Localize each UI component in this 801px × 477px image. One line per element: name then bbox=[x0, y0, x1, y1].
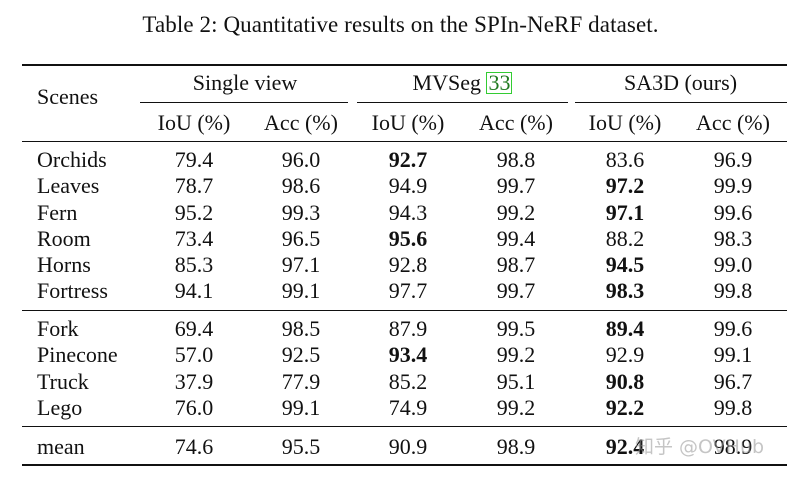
value-cell: 57.0 bbox=[174, 342, 214, 367]
value-cell: 98.5 bbox=[281, 316, 321, 341]
scene-name: Room bbox=[37, 226, 91, 251]
value-cell: 98.6 bbox=[281, 173, 321, 198]
group-header-single-view: Single view bbox=[192, 70, 298, 95]
header-rule bbox=[22, 141, 787, 142]
value-cell: 90.9 bbox=[388, 434, 428, 459]
value-cell: 85.3 bbox=[174, 252, 214, 277]
value-cell: 37.9 bbox=[174, 369, 214, 394]
value-cell: 99.8 bbox=[713, 278, 753, 303]
value-cell: 74.9 bbox=[388, 395, 428, 420]
scene-name: Orchids bbox=[37, 147, 107, 172]
group-divider-rule bbox=[22, 310, 787, 311]
scene-name: Lego bbox=[37, 395, 83, 420]
group-rule-mvseg bbox=[357, 102, 568, 103]
value-cell: 94.9 bbox=[388, 173, 428, 198]
value-cell: 94.3 bbox=[388, 200, 428, 225]
value-cell: 92.8 bbox=[388, 252, 428, 277]
value-cell: 98.9 bbox=[496, 434, 536, 459]
value-cell: 95.2 bbox=[174, 200, 214, 225]
value-cell: 92.5 bbox=[281, 342, 321, 367]
value-cell: 92.7 bbox=[388, 147, 428, 172]
value-cell: 99.6 bbox=[713, 316, 753, 341]
value-cell: 76.0 bbox=[174, 395, 214, 420]
value-cell: 98.8 bbox=[496, 147, 536, 172]
value-cell: 92.2 bbox=[605, 395, 645, 420]
value-cell: 96.5 bbox=[281, 226, 321, 251]
value-cell: 97.1 bbox=[605, 200, 645, 225]
scene-name: Truck bbox=[37, 369, 89, 394]
value-cell: 73.4 bbox=[174, 226, 214, 251]
group-header-sa3d: SA3D (ours) bbox=[623, 70, 738, 95]
value-cell: 97.2 bbox=[605, 173, 645, 198]
value-cell: 98.3 bbox=[713, 226, 753, 251]
table-caption: Table 2: Quantitative results on the SPI… bbox=[142, 12, 659, 37]
value-cell: 99.4 bbox=[496, 226, 536, 251]
value-cell: 99.5 bbox=[496, 316, 536, 341]
value-cell: 96.9 bbox=[713, 147, 753, 172]
value-cell: 99.2 bbox=[496, 200, 536, 225]
value-cell: 94.5 bbox=[605, 252, 645, 277]
value-cell: 99.2 bbox=[496, 395, 536, 420]
value-cell: 99.7 bbox=[496, 173, 536, 198]
value-cell: 95.5 bbox=[281, 434, 321, 459]
value-cell: 99.3 bbox=[281, 200, 321, 225]
group-rule-single-view bbox=[140, 102, 348, 103]
scene-name: Pinecone bbox=[37, 342, 118, 367]
value-cell: 85.2 bbox=[388, 369, 428, 394]
value-cell: 90.8 bbox=[605, 369, 645, 394]
scene-name: Leaves bbox=[37, 173, 100, 198]
metric-header: IoU (%) bbox=[371, 110, 445, 135]
value-cell: 97.1 bbox=[281, 252, 321, 277]
value-cell: 93.4 bbox=[388, 342, 428, 367]
value-cell: 83.6 bbox=[605, 147, 645, 172]
mean-divider-rule bbox=[22, 426, 787, 427]
value-cell: 87.9 bbox=[388, 316, 428, 341]
value-cell: 77.9 bbox=[281, 369, 321, 394]
value-cell: 99.7 bbox=[496, 278, 536, 303]
group-header-mvseg: MVSeg 33 bbox=[412, 70, 513, 95]
value-cell: 99.2 bbox=[496, 342, 536, 367]
value-cell: 98.3 bbox=[605, 278, 645, 303]
watermark: 知乎 @OVHub bbox=[635, 436, 765, 458]
metric-header: Acc (%) bbox=[479, 110, 553, 135]
metric-header: Acc (%) bbox=[696, 110, 770, 135]
value-cell: 98.9 bbox=[713, 434, 753, 459]
value-cell: 98.7 bbox=[496, 252, 536, 277]
value-cell: 97.7 bbox=[388, 278, 428, 303]
scene-name: Horns bbox=[37, 252, 91, 277]
value-cell: 79.4 bbox=[174, 147, 214, 172]
value-cell: 99.0 bbox=[713, 252, 753, 277]
value-cell: 94.1 bbox=[174, 278, 214, 303]
value-cell: 99.1 bbox=[713, 342, 753, 367]
scene-name: Fork bbox=[37, 316, 79, 341]
value-cell: 78.7 bbox=[174, 173, 214, 198]
value-cell: 99.1 bbox=[281, 395, 321, 420]
value-cell: 74.6 bbox=[174, 434, 214, 459]
group-rule-sa3d bbox=[575, 102, 787, 103]
top-rule bbox=[22, 64, 787, 66]
value-cell: 99.9 bbox=[713, 173, 753, 198]
citation-link[interactable]: 33 bbox=[486, 70, 513, 95]
value-cell: 99.8 bbox=[713, 395, 753, 420]
metric-header: IoU (%) bbox=[588, 110, 662, 135]
value-cell: 96.0 bbox=[281, 147, 321, 172]
value-cell: 99.6 bbox=[713, 200, 753, 225]
value-cell: 95.6 bbox=[388, 226, 428, 251]
value-cell: 69.4 bbox=[174, 316, 214, 341]
bottom-rule bbox=[22, 464, 787, 466]
value-cell: 88.2 bbox=[605, 226, 645, 251]
metric-header: Acc (%) bbox=[264, 110, 338, 135]
value-cell: 92.4 bbox=[605, 434, 645, 459]
scene-name: Fern bbox=[37, 200, 78, 225]
value-cell: 89.4 bbox=[605, 316, 645, 341]
value-cell: 96.7 bbox=[713, 369, 753, 394]
metric-header: IoU (%) bbox=[157, 110, 231, 135]
value-cell: 99.1 bbox=[281, 278, 321, 303]
scene-name: mean bbox=[37, 434, 85, 459]
scenes-header: Scenes bbox=[37, 84, 99, 109]
value-cell: 95.1 bbox=[496, 369, 536, 394]
value-cell: 92.9 bbox=[605, 342, 645, 367]
scene-name: Fortress bbox=[37, 278, 108, 303]
